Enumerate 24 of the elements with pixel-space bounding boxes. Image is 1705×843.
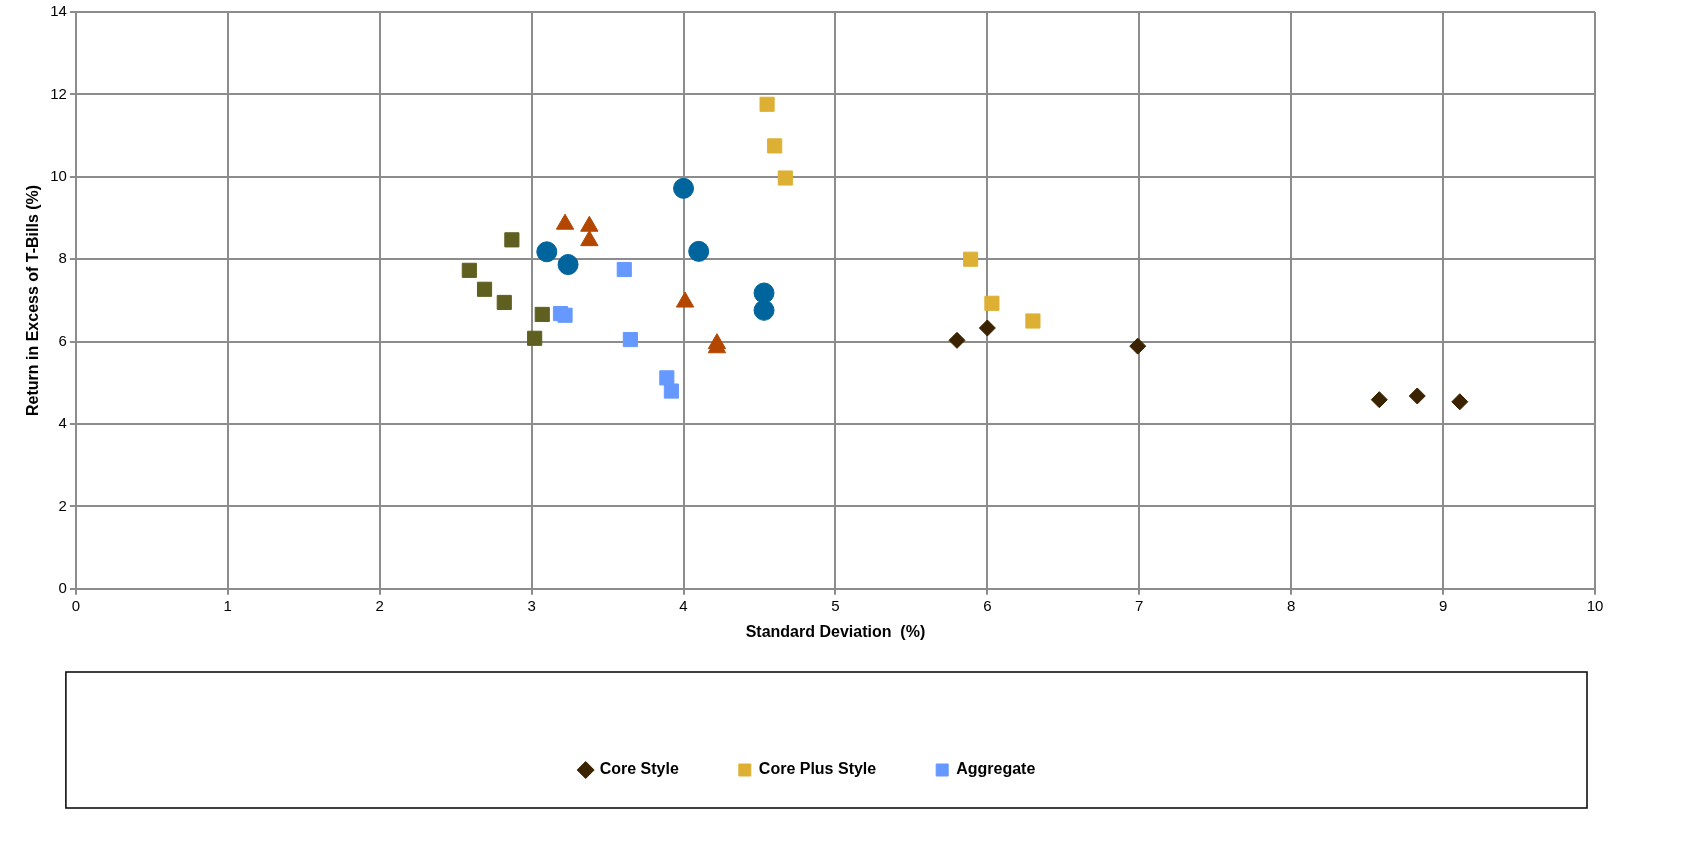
x-tick-label: 1: [223, 596, 232, 614]
y-tick-label: 8: [58, 249, 67, 267]
x-axis-title: Standard Deviation (%): [745, 622, 926, 640]
x-tick-label: 10: [1586, 596, 1604, 614]
legend-label: Core Plus Style: [758, 760, 877, 778]
y-tick-label: 0: [58, 578, 67, 596]
y-tick-label: 10: [50, 166, 67, 184]
x-tick-label: 0: [71, 596, 81, 614]
y-tick-label: 2: [58, 496, 67, 514]
y-tick-label: 14: [50, 2, 67, 20]
x-tick-label: 5: [831, 596, 840, 614]
x-tick-label: 6: [983, 596, 992, 614]
x-tick-label: 2: [375, 596, 384, 614]
y-axis-title: Return in Excess of T-Bills (%): [24, 184, 42, 416]
y-tick-label: 4: [58, 414, 67, 432]
y-tick-label: 6: [58, 331, 67, 349]
y-tick-label: 12: [50, 84, 67, 102]
x-tick-label: 8: [1287, 596, 1296, 614]
legend-label: Aggregate: [956, 760, 1036, 778]
x-tick-label: 9: [1438, 596, 1448, 614]
x-tick-label: 4: [679, 596, 688, 614]
x-tick-label: 3: [527, 596, 536, 614]
x-tick-label: 7: [1135, 596, 1144, 614]
legend-label: Core Style: [599, 760, 679, 778]
